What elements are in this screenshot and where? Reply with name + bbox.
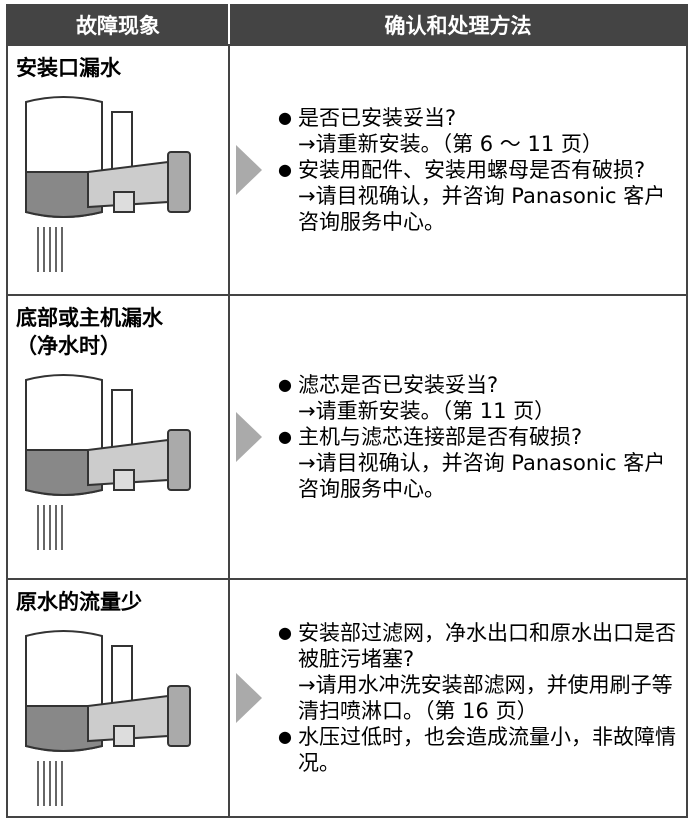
solution-cell: 安装部过滤网，净水出口和原水出口是否被脏污堵塞?→请用水冲洗安装部滤网，并使用刷… bbox=[228, 578, 688, 818]
arrow bbox=[236, 673, 262, 723]
faucet-illustration bbox=[25, 96, 191, 272]
check-text: 滤芯是否已安装妥当? bbox=[298, 373, 499, 397]
arrow bbox=[236, 145, 262, 195]
solution-cell: 滤芯是否已安装妥当?→请重新安装。（第 11 页）主机与滤芯连接部是否有破损?→… bbox=[228, 294, 688, 580]
check-item: 安装用配件、安装用螺母是否有破损?→请目视确认，并咨询 Panasonic 客户… bbox=[278, 157, 676, 235]
check-list: 安装部过滤网，净水出口和原水出口是否被脏污堵塞?→请用水冲洗安装部滤网，并使用刷… bbox=[262, 620, 686, 776]
check-list: 是否已安装妥当?→请重新安装。（第 6 ～ 11 页）安装用配件、安装用螺母是否… bbox=[262, 105, 686, 235]
check-item: 主机与滤芯连接部是否有破损?→请目视确认，并咨询 Panasonic 客户咨询服… bbox=[278, 424, 676, 502]
symptom-cell: 底部或主机漏水 （净水时） bbox=[6, 294, 230, 580]
solution-cell: 是否已安装妥当?→请重新安装。（第 6 ～ 11 页）安装用配件、安装用螺母是否… bbox=[228, 44, 688, 296]
check-item: 水压过低时，也会造成流量小，非故障情况。 bbox=[278, 724, 676, 776]
symptom-cell: 安装口漏水 bbox=[6, 44, 230, 296]
header-cell: 故障现象 bbox=[6, 4, 230, 46]
check-item: 滤芯是否已安装妥当?→请重新安装。（第 11 页） bbox=[278, 372, 676, 424]
check-text: 主机与滤芯连接部是否有破损? bbox=[298, 425, 583, 449]
faucet-illustration bbox=[25, 630, 191, 806]
trouble-table: 故障现象 确认和处理方法 安装口漏水 是否已安装妥当?→请重新安装。（第 6 ～… bbox=[6, 4, 688, 818]
symptom-title: 安装口漏水 bbox=[16, 56, 121, 80]
action-text: →请重新安装。（第 6 ～ 11 页） bbox=[298, 132, 603, 156]
check-text: 安装部过滤网，净水出口和原水出口是否被脏污堵塞? bbox=[298, 621, 676, 671]
action-text: →请目视确认，并咨询 Panasonic 客户咨询服务中心。 bbox=[298, 451, 666, 501]
action-text: →请用水冲洗安装部滤网，并使用刷子等清扫喷淋口。（第 16 页） bbox=[298, 673, 673, 723]
symptom-title: 底部或主机漏水 （净水时） bbox=[16, 306, 163, 358]
page: 故障现象 确认和处理方法 安装口漏水 是否已安装妥当?→请重新安装。（第 6 ～… bbox=[6, 4, 688, 818]
check-item: 是否已安装妥当?→请重新安装。（第 6 ～ 11 页） bbox=[278, 105, 676, 157]
table-row: 底部或主机漏水 （净水时） 滤芯是否已安装妥当?→请重新安装。（第 11 页）主… bbox=[6, 294, 688, 580]
check-text: 水压过低时，也会造成流量小，非故障情况。 bbox=[298, 725, 676, 775]
solution-wrap: 是否已安装妥当?→请重新安装。（第 6 ～ 11 页）安装用配件、安装用螺母是否… bbox=[230, 105, 686, 235]
check-text: 是否已安装妥当? bbox=[298, 106, 457, 130]
arrow bbox=[236, 412, 262, 462]
header-cell: 确认和处理方法 bbox=[228, 4, 688, 46]
check-list: 滤芯是否已安装妥当?→请重新安装。（第 11 页）主机与滤芯连接部是否有破损?→… bbox=[262, 372, 686, 502]
symptom-title: 原水的流量少 bbox=[16, 590, 142, 614]
solution-wrap: 滤芯是否已安装妥当?→请重新安装。（第 11 页）主机与滤芯连接部是否有破损?→… bbox=[230, 372, 686, 502]
solution-wrap: 安装部过滤网，净水出口和原水出口是否被脏污堵塞?→请用水冲洗安装部滤网，并使用刷… bbox=[230, 620, 686, 776]
table-row: 安装口漏水 是否已安装妥当?→请重新安装。（第 6 ～ 11 页）安装用配件、安… bbox=[6, 44, 688, 296]
action-text: →请重新安装。（第 11 页） bbox=[298, 399, 556, 423]
action-text: →请目视确认，并咨询 Panasonic 客户咨询服务中心。 bbox=[298, 184, 666, 234]
table-row: 原水的流量少 安装部过滤网，净水出口和原水出口是否被脏污堵塞?→请用水冲洗安装部… bbox=[6, 578, 688, 818]
symptom-cell: 原水的流量少 bbox=[6, 578, 230, 818]
faucet-illustration bbox=[25, 374, 191, 550]
check-text: 安装用配件、安装用螺母是否有破损? bbox=[298, 158, 646, 182]
check-item: 安装部过滤网，净水出口和原水出口是否被脏污堵塞?→请用水冲洗安装部滤网，并使用刷… bbox=[278, 620, 676, 724]
